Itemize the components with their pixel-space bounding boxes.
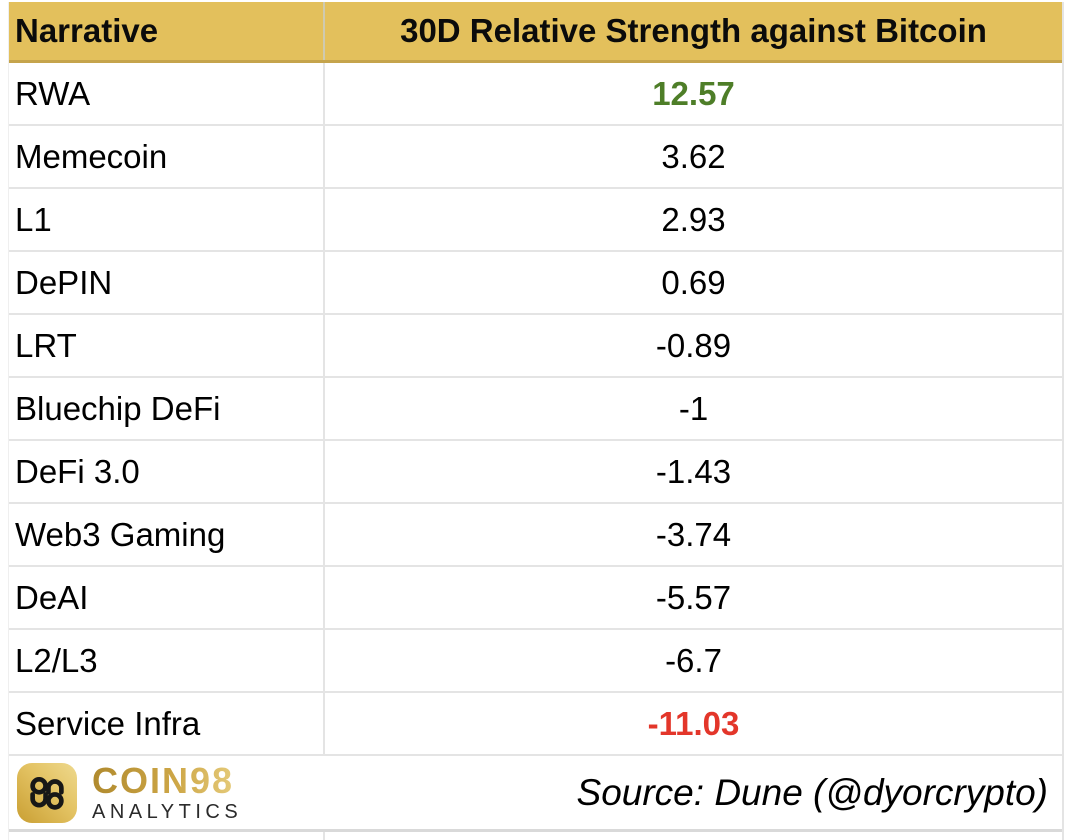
value-cell: -3.74 (323, 504, 1062, 565)
value-cell: -11.03 (323, 693, 1062, 754)
table-row: Web3 Gaming -3.74 (9, 504, 1062, 567)
value-cell: 2.93 (323, 189, 1062, 250)
narrative-cell: DePIN (15, 263, 113, 301)
narrative-cell: Memecoin (15, 137, 168, 175)
strength-table: Narrative 30D Relative Strength against … (8, 2, 1064, 840)
column-header-strength: 30D Relative Strength against Bitcoin (323, 2, 1062, 60)
value-cell: 0.69 (323, 252, 1062, 313)
value-cell: -1.43 (323, 441, 1062, 502)
narrative-cell: DeFi 3.0 (15, 452, 140, 490)
table-row: DeAI -5.57 (9, 567, 1062, 630)
source-attribution: Source: Dune (@dyorcrypto) (576, 771, 1048, 813)
table-row: DePIN 0.69 (9, 252, 1062, 315)
value-cell: -1 (323, 378, 1062, 439)
column-header-narrative: Narrative (15, 12, 159, 49)
table-row: DeFi 3.0 -1.43 (9, 441, 1062, 504)
footer-bar: COIN98 ANALYTICS Source: Dune (@dyorcryp… (9, 756, 1062, 832)
narrative-cell: L1 (15, 200, 52, 238)
narrative-cell: Service Infra (15, 704, 201, 742)
value-cell: -0.89 (323, 315, 1062, 376)
table-row: L1 2.93 (9, 189, 1062, 252)
table-row: Service Infra -11.03 (9, 693, 1062, 756)
next-row-sliver (9, 832, 1062, 840)
table-row: LRT -0.89 (9, 315, 1062, 378)
value-cell: -6.7 (323, 630, 1062, 691)
narrative-cell: DeAI (15, 578, 89, 616)
coin98-logo-icon (17, 762, 77, 823)
coin98-brand: COIN98 ANALYTICS (17, 762, 243, 823)
table-row: Bluechip DeFi -1 (9, 378, 1062, 441)
table-row: Memecoin 3.62 (9, 126, 1062, 189)
narrative-cell: L2/L3 (15, 641, 98, 679)
value-cell: -5.57 (323, 567, 1062, 628)
table-row: L2/L3 -6.7 (9, 630, 1062, 693)
brand-name: COIN98 (92, 763, 242, 799)
table-header-row: Narrative 30D Relative Strength against … (9, 2, 1062, 63)
narrative-cell: Web3 Gaming (15, 515, 226, 553)
narrative-cell: RWA (15, 74, 91, 112)
narrative-cell: LRT (15, 326, 77, 364)
value-cell: 3.62 (323, 126, 1062, 187)
narrative-cell: Bluechip DeFi (15, 389, 221, 427)
value-cell: 12.57 (323, 63, 1062, 124)
table-row: RWA 12.57 (9, 63, 1062, 126)
brand-subtitle: ANALYTICS (92, 801, 243, 823)
brand-text: COIN98 ANALYTICS (92, 763, 243, 823)
